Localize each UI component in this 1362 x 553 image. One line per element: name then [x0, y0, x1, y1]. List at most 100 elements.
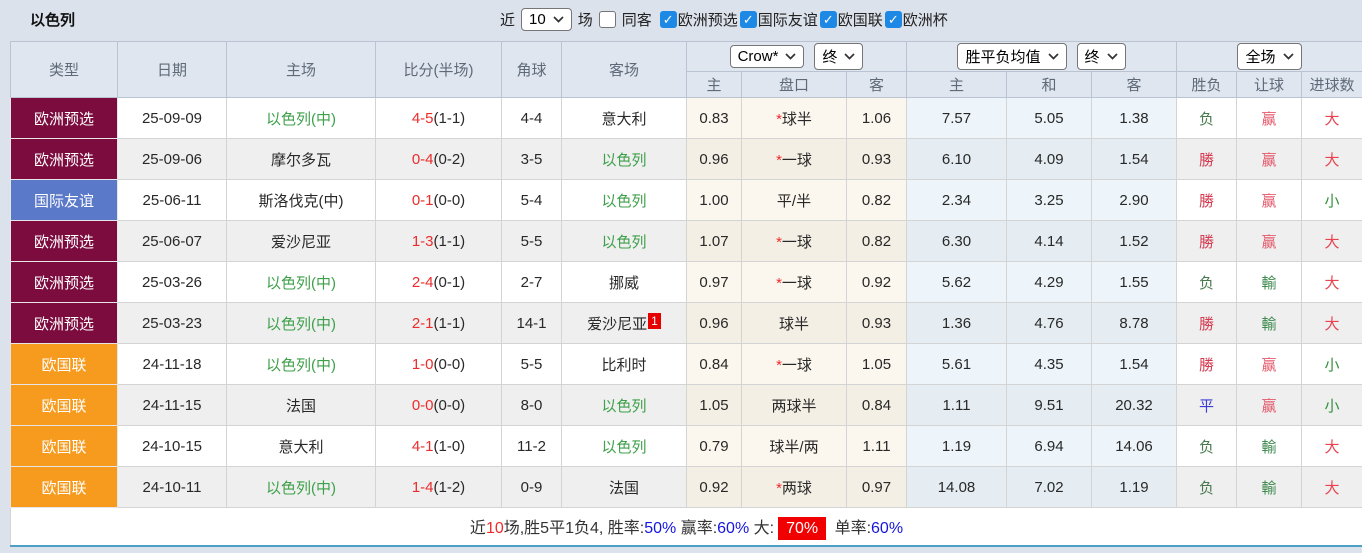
summary-part: 60% [717, 520, 749, 537]
odds-time-select[interactable]: 终 [814, 43, 863, 70]
home-team-cell: 以色列(中) [227, 467, 376, 508]
handicap-cell: 球半/两 [742, 426, 847, 467]
score-cell: 0-4(0-2) [376, 139, 502, 180]
fulltime-score: 2-4 [412, 274, 434, 291]
handicap-result-cell: 輸 [1237, 303, 1302, 344]
fulltime-score: 2-1 [412, 315, 434, 332]
home-team-cell: 以色列(中) [227, 98, 376, 139]
corner-cell: 0-9 [502, 467, 562, 508]
avg-home-cell: 1.36 [907, 303, 1007, 344]
odds-home-cell: 0.96 [687, 303, 742, 344]
halftime-score: (0-1) [434, 274, 466, 291]
avg-away-cell: 20.32 [1092, 385, 1177, 426]
odds-home-cell: 0.96 [687, 139, 742, 180]
home-team-cell: 斯洛伐克(中) [227, 180, 376, 221]
fulltime-score: 1-0 [412, 356, 434, 373]
handicap-result-cell: 赢 [1237, 344, 1302, 385]
odds-away-cell: 0.82 [847, 180, 907, 221]
goals-result-cell: 大 [1302, 98, 1362, 139]
period-select[interactable]: 全场 [1237, 43, 1301, 70]
matches-count-select[interactable]: 10 [521, 8, 572, 31]
odds-away-cell: 0.84 [847, 385, 907, 426]
home-team-cell: 法国 [227, 385, 376, 426]
league-filter-checkbox[interactable]: ✓ [660, 11, 677, 28]
avg-away-cell: 14.06 [1092, 426, 1177, 467]
summary-part: 单率: [830, 520, 871, 537]
league-filter-label: 欧国联 [838, 9, 883, 30]
match-type-cell: 欧洲预选 [11, 221, 118, 262]
avg-draw-cell: 6.94 [1007, 426, 1092, 467]
corner-cell: 4-4 [502, 98, 562, 139]
avg-home-cell: 7.57 [907, 98, 1007, 139]
match-type-cell: 欧国联 [11, 344, 118, 385]
subcol-5: 客 [1092, 72, 1177, 98]
avg-away-cell: 1.38 [1092, 98, 1177, 139]
wdl-metric-value: 胜平负均值 [965, 46, 1040, 67]
avg-home-cell: 5.61 [907, 344, 1007, 385]
league-filter-checkbox[interactable]: ✓ [820, 11, 837, 28]
filter-item: ✓欧洲杯 [885, 9, 948, 30]
odds-home-cell: 0.97 [687, 262, 742, 303]
result-cell: 平 [1177, 385, 1237, 426]
corner-cell: 11-2 [502, 426, 562, 467]
avg-away-cell: 1.54 [1092, 344, 1177, 385]
result-cell: 负 [1177, 262, 1237, 303]
home-team-cell: 以色列(中) [227, 262, 376, 303]
col-type: 类型 [11, 42, 118, 98]
date-cell: 24-11-15 [118, 385, 227, 426]
avg-away-cell: 1.54 [1092, 139, 1177, 180]
col-date: 日期 [118, 42, 227, 98]
avg-away-cell: 8.78 [1092, 303, 1177, 344]
score-cell: 2-4(0-1) [376, 262, 502, 303]
match-type-cell: 欧洲预选 [11, 303, 118, 344]
avg-home-cell: 5.62 [907, 262, 1007, 303]
corner-cell: 5-5 [502, 344, 562, 385]
avg-away-cell: 1.52 [1092, 221, 1177, 262]
goals-result-cell: 大 [1302, 221, 1362, 262]
away-team-cell: 以色列 [562, 139, 687, 180]
odds-company-select[interactable]: Crow* [730, 45, 805, 68]
match-type-cell: 欧洲预选 [11, 139, 118, 180]
league-filter-checkbox[interactable]: ✓ [885, 11, 902, 28]
avg-home-cell: 2.34 [907, 180, 1007, 221]
odds-away-cell: 0.82 [847, 221, 907, 262]
subcol-0: 主 [687, 72, 742, 98]
wdl-time-value: 终 [1085, 46, 1100, 67]
home-team-cell: 意大利 [227, 426, 376, 467]
halftime-score: (1-1) [434, 110, 466, 127]
halftime-score: (0-0) [434, 356, 466, 373]
filter-item: ✓欧国联 [820, 9, 883, 30]
corner-cell: 2-7 [502, 262, 562, 303]
col-score: 比分(半场) [376, 42, 502, 98]
wdl-metric-select[interactable]: 胜平负均值 [957, 43, 1066, 70]
summary-part: 大: [749, 520, 774, 537]
away-team-cell: 以色列 [562, 385, 687, 426]
same-away-label: 同客 [622, 9, 652, 30]
handicap-cell: 平/半 [742, 180, 847, 221]
handicap-cell: *两球 [742, 467, 847, 508]
halftime-score: (0-0) [434, 397, 466, 414]
same-away-checkbox[interactable] [599, 11, 616, 28]
filter-controls: 近 10 场 同客 ✓欧洲预选✓国际友谊✓欧国联✓欧洲杯 [500, 8, 948, 31]
goals-result-cell: 大 [1302, 303, 1362, 344]
league-filter-checkbox[interactable]: ✓ [740, 11, 757, 28]
odds-time-value: 终 [822, 46, 837, 67]
odds-away-cell: 1.06 [847, 98, 907, 139]
avg-home-cell: 6.10 [907, 139, 1007, 180]
chevron-down-icon [1048, 53, 1059, 60]
date-cell: 25-06-11 [118, 180, 227, 221]
odds-away-cell: 0.93 [847, 303, 907, 344]
wdl-time-select[interactable]: 终 [1077, 43, 1126, 70]
avg-draw-cell: 5.05 [1007, 98, 1092, 139]
score-cell: 1-0(0-0) [376, 344, 502, 385]
away-team-cell: 以色列 [562, 221, 687, 262]
handicap-result-cell: 赢 [1237, 98, 1302, 139]
score-cell: 4-5(1-1) [376, 98, 502, 139]
odds-away-cell: 0.97 [847, 467, 907, 508]
match-type-cell: 欧国联 [11, 385, 118, 426]
